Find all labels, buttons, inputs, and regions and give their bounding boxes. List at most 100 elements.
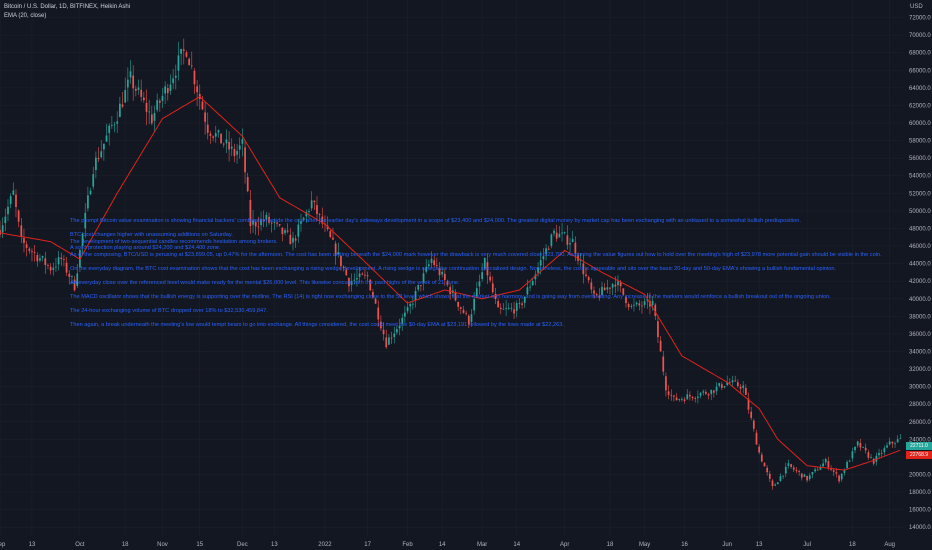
candle-body — [721, 384, 723, 388]
candle-body — [792, 467, 795, 470]
candle-body — [681, 398, 683, 400]
candle-body — [872, 458, 875, 464]
candle-body — [465, 312, 468, 314]
candle-body — [105, 135, 108, 142]
candle-body — [662, 356, 665, 372]
candle-body — [467, 315, 470, 325]
candle-body — [486, 262, 489, 276]
candle-body — [353, 279, 356, 281]
indicator-label[interactable]: EMA (20, close) — [4, 13, 47, 19]
candle-body — [345, 269, 348, 276]
candle-body — [20, 225, 23, 237]
candle-body — [473, 299, 476, 311]
candle-body — [55, 266, 57, 268]
candle-body — [47, 265, 49, 266]
candle-body — [305, 211, 308, 217]
candle-body — [481, 272, 483, 280]
candle-body — [294, 238, 297, 241]
candle-body — [502, 308, 505, 310]
candle-body — [856, 441, 859, 446]
candle-body — [896, 439, 899, 443]
ema-price-tag: 22768.9 — [906, 451, 932, 460]
candle-body — [563, 232, 566, 234]
candle-body — [665, 376, 667, 391]
candle-body — [121, 104, 124, 107]
candle-body — [806, 475, 808, 481]
candle-body — [4, 216, 7, 224]
x-tick-label: Apr — [560, 542, 569, 548]
candle-body — [545, 248, 547, 255]
candle-body — [603, 287, 606, 291]
candle-body — [822, 463, 824, 467]
candle-body — [595, 293, 598, 295]
candle-body — [190, 65, 193, 67]
candle-body — [851, 451, 854, 459]
candle-body — [31, 251, 33, 253]
candle-body — [739, 386, 742, 389]
annotation-line: BTC cost changes higher with unassuming … — [70, 232, 233, 239]
y-tick-label: 24000.0 — [909, 437, 931, 443]
candle-body — [800, 473, 803, 478]
candle-body — [348, 277, 350, 287]
candle-body — [273, 222, 276, 223]
candle-body — [180, 48, 182, 54]
candle-body — [241, 139, 244, 144]
candle-body — [699, 393, 702, 396]
x-tick-label: Jun — [722, 542, 732, 548]
candle-body — [84, 212, 87, 229]
candle-body — [39, 258, 41, 261]
candle-body — [92, 174, 95, 187]
candle-body — [57, 257, 60, 265]
candle-body — [478, 281, 481, 287]
candle-body — [840, 473, 843, 480]
candle-body — [435, 265, 438, 266]
candle-body — [702, 391, 705, 393]
candle-body — [126, 79, 129, 88]
annotation-line: On the everyday diagram, the BTC cost ex… — [70, 265, 837, 272]
candle-body — [276, 222, 278, 224]
x-axis[interactable]: Sep 13 Oct 18 Nov 15 Dec 13 2022 17 Feb 14 Mar 14 Apr 1… — [0, 542, 895, 548]
candle-body — [316, 205, 318, 215]
candle-body — [752, 420, 755, 429]
candle-body — [124, 90, 127, 103]
candle-body — [542, 256, 545, 260]
x-tick-label: 14 — [439, 542, 446, 548]
y-tick-label: 46000.0 — [909, 244, 931, 250]
candle-body — [667, 391, 670, 395]
candle-body — [811, 472, 814, 475]
candle-body — [361, 273, 364, 275]
candle-body — [638, 303, 641, 306]
candle-body — [654, 304, 657, 316]
candle-body — [513, 309, 515, 314]
candle-body — [734, 380, 737, 382]
candle-body — [161, 95, 164, 102]
symbol-title[interactable]: Bitcoin / U.S. Dollar, 1D, BITFINEX, Hei… — [4, 4, 131, 10]
y-tick-label: 56000.0 — [909, 156, 931, 162]
candle-body — [683, 399, 686, 401]
candle-body — [553, 230, 555, 234]
candle-body — [832, 470, 835, 472]
candle-body — [422, 273, 425, 283]
candle-body — [156, 100, 159, 110]
candle-body — [321, 216, 324, 224]
x-tick-label: 13 — [29, 542, 36, 548]
y-tick-label: 54000.0 — [909, 174, 931, 180]
candle-body — [81, 233, 84, 246]
candle-body — [68, 273, 71, 277]
candle-body — [233, 148, 236, 157]
candle-body — [366, 275, 369, 277]
candle-body — [819, 467, 822, 470]
candle-body — [262, 219, 265, 222]
candle-body — [265, 214, 268, 220]
candle-body — [108, 125, 111, 134]
candle-body — [382, 329, 385, 335]
y-tick-label: 16000.0 — [909, 508, 931, 514]
candle-body — [28, 248, 31, 251]
y-tick-label: 62000.0 — [909, 103, 931, 109]
annotation-paragraph: Then again, a break underneath the meeti… — [70, 322, 850, 329]
y-tick-label: 36000.0 — [909, 332, 931, 338]
candle-body — [164, 86, 167, 94]
candlestick-series — [0, 38, 902, 490]
candle-body — [888, 441, 891, 445]
